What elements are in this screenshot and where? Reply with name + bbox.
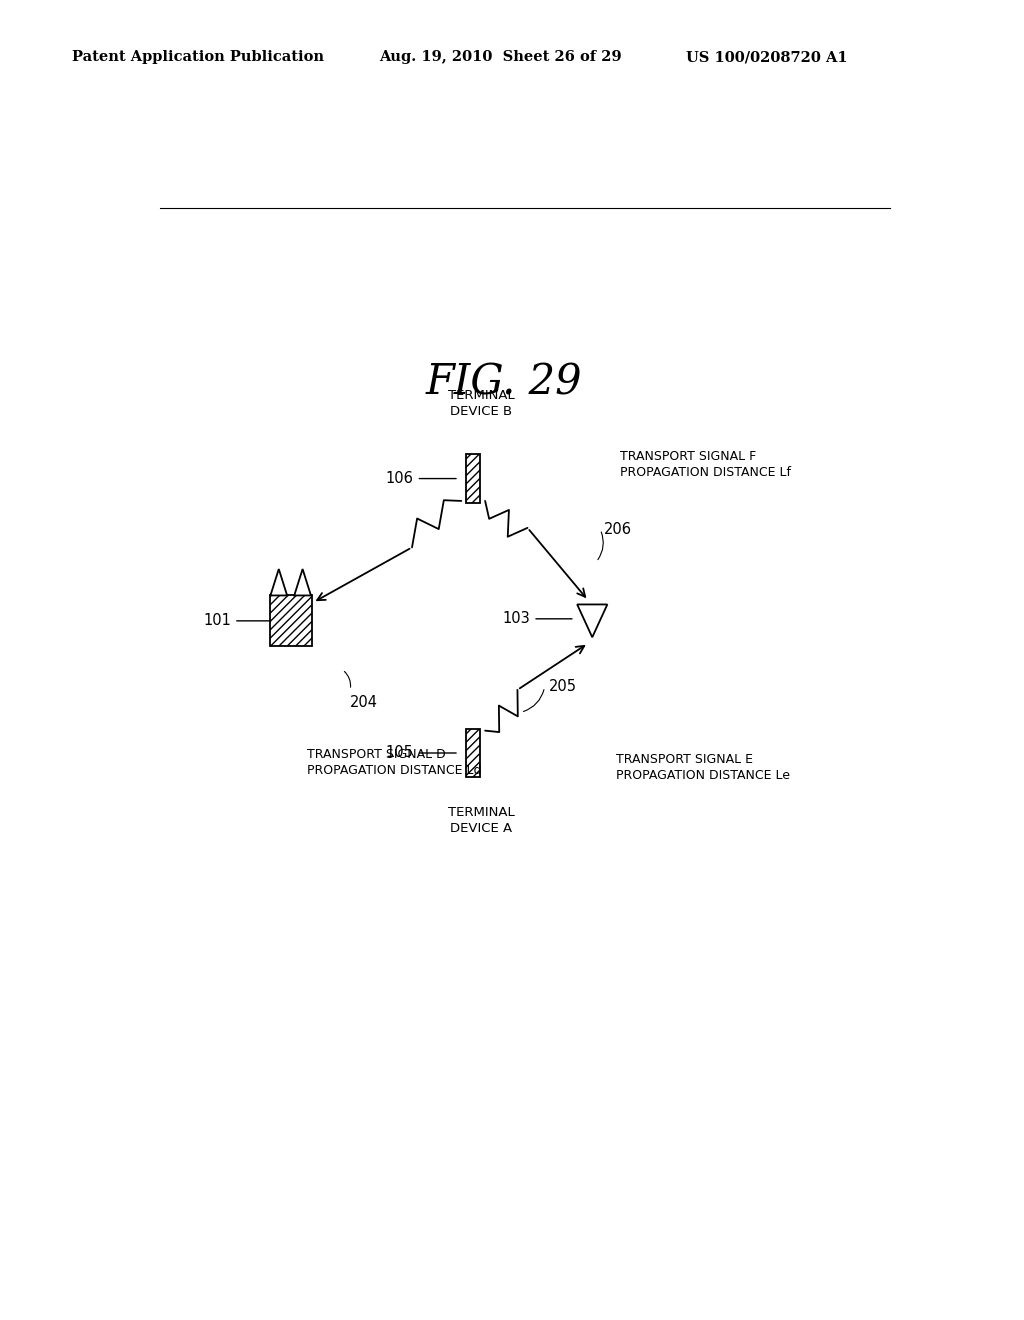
Text: 101: 101 (204, 614, 270, 628)
Text: 205: 205 (549, 680, 577, 694)
Text: 206: 206 (604, 521, 632, 537)
Text: TERMINAL
DEVICE B: TERMINAL DEVICE B (447, 388, 514, 417)
Text: 105: 105 (386, 746, 456, 760)
Polygon shape (270, 569, 287, 595)
Text: 204: 204 (350, 694, 378, 710)
Bar (270, 595, 311, 647)
Text: FIG. 29: FIG. 29 (426, 362, 583, 404)
Bar (466, 729, 480, 777)
Text: 106: 106 (386, 471, 456, 486)
Polygon shape (294, 569, 311, 595)
Polygon shape (578, 605, 607, 638)
Text: TERMINAL
DEVICE A: TERMINAL DEVICE A (447, 805, 514, 834)
Text: TRANSPORT SIGNAL E
PROPAGATION DISTANCE Le: TRANSPORT SIGNAL E PROPAGATION DISTANCE … (616, 752, 791, 781)
Bar (466, 454, 480, 503)
Text: 103: 103 (503, 611, 572, 626)
Text: US 100/0208720 A1: US 100/0208720 A1 (686, 50, 848, 65)
Text: Aug. 19, 2010  Sheet 26 of 29: Aug. 19, 2010 Sheet 26 of 29 (379, 50, 622, 65)
Text: TRANSPORT SIGNAL F
PROPAGATION DISTANCE Lf: TRANSPORT SIGNAL F PROPAGATION DISTANCE … (620, 450, 791, 479)
Text: Patent Application Publication: Patent Application Publication (72, 50, 324, 65)
Text: TRANSPORT SIGNAL D
PROPAGATION DISTANCE Ld: TRANSPORT SIGNAL D PROPAGATION DISTANCE … (306, 748, 481, 777)
